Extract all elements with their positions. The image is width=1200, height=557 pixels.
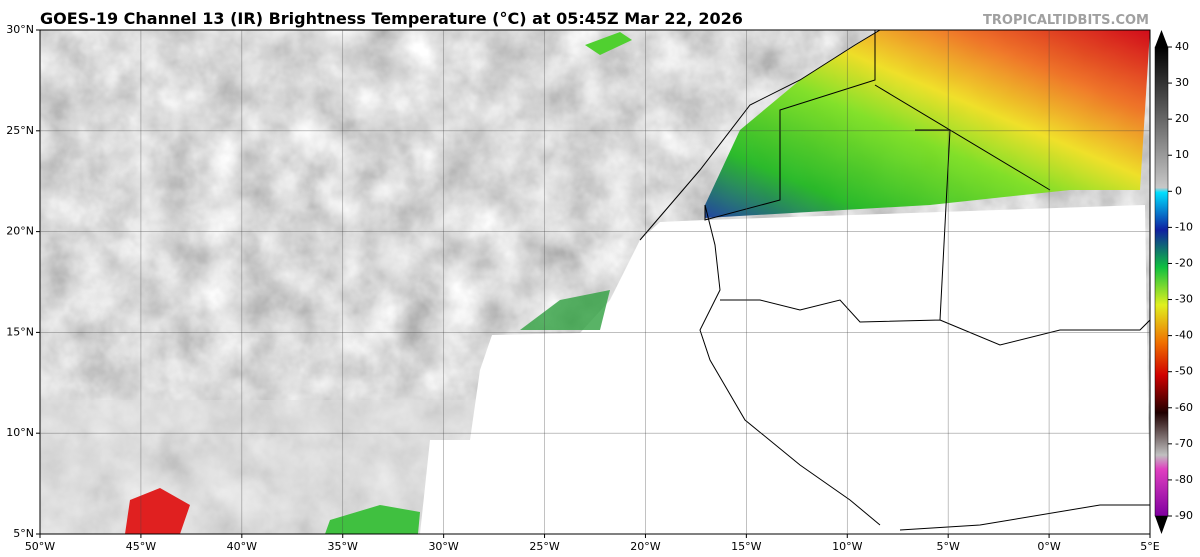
lat-label: 30°N: [6, 23, 34, 36]
colorbar-label: 10: [1175, 148, 1189, 161]
lon-label: 30°W: [428, 540, 458, 553]
colorbar-label: -20: [1175, 256, 1193, 269]
colorbar: [1154, 46, 1169, 517]
lon-label: 25°W: [529, 540, 559, 553]
convection: [125, 488, 190, 534]
lon-label: 10°W: [832, 540, 862, 553]
lon-label: 20°W: [630, 540, 660, 553]
satellite-image: [40, 30, 1150, 534]
cold-cloud-tops: [705, 30, 1150, 218]
lon-label: 50°W: [25, 540, 55, 553]
watermark: TROPICALTIDBITS.COM: [983, 13, 1149, 28]
colorbar-label: -60: [1175, 401, 1193, 414]
colorbar-label: -80: [1175, 473, 1193, 486]
plot-frame: [39, 29, 1151, 535]
lat-label: 5°N: [13, 527, 34, 540]
colorbar-label: 40: [1175, 40, 1189, 53]
lon-label: 5°E: [1140, 540, 1159, 553]
lat-label: 15°N: [6, 325, 34, 338]
lat-label: 10°N: [6, 426, 34, 439]
coastline: [639, 30, 1150, 531]
colorbar-label: -90: [1175, 509, 1193, 522]
lon-label: 0°W: [1037, 540, 1060, 553]
colorbar-label: 30: [1175, 76, 1189, 89]
colorbar-label: 0: [1175, 184, 1182, 197]
lon-label: 35°W: [328, 540, 358, 553]
lon-label: 45°W: [126, 540, 156, 553]
colorbar-label: -40: [1175, 329, 1193, 342]
no-data: [420, 205, 1150, 534]
title: GOES-19 Channel 13 (IR) Brightness Tempe…: [40, 9, 743, 28]
colorbar-label: -50: [1175, 365, 1193, 378]
colorbar-label: 20: [1175, 112, 1189, 125]
colorbar-label: -70: [1175, 437, 1193, 450]
convection: [585, 32, 632, 55]
convection: [520, 290, 610, 330]
lat-label: 20°N: [6, 225, 34, 238]
lon-label: 15°W: [731, 540, 761, 553]
colorbar-label: -10: [1175, 220, 1193, 233]
lon-label: 5°W: [936, 540, 959, 553]
colorbar-label: -30: [1175, 293, 1193, 306]
lat-label: 25°N: [6, 124, 34, 137]
lon-label: 40°W: [227, 540, 257, 553]
convection: [325, 505, 420, 534]
